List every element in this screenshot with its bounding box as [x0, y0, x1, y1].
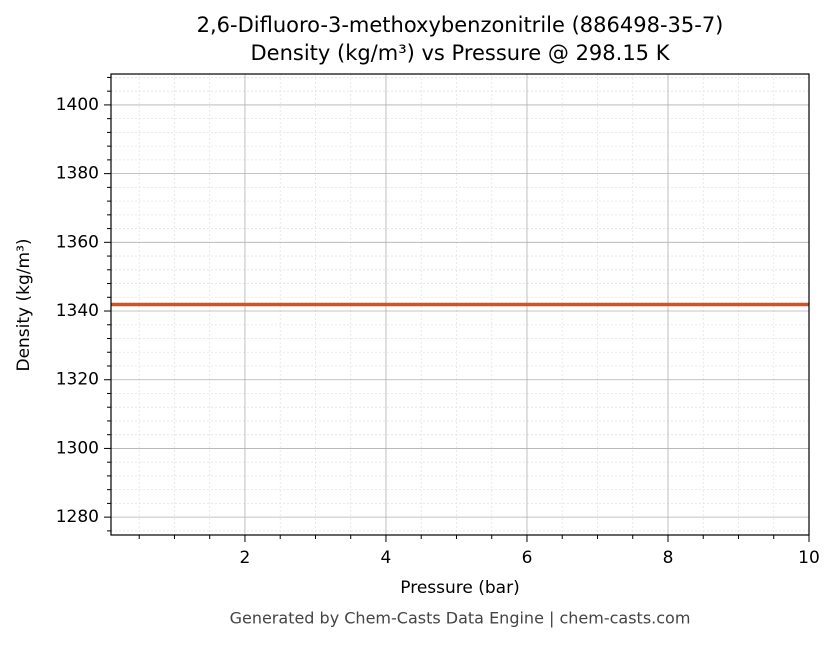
- y-tick-label: 1300: [56, 438, 99, 458]
- y-tick-label: 1380: [56, 164, 99, 184]
- x-tick-label: 6: [522, 548, 533, 568]
- x-tick-label: 2: [240, 548, 251, 568]
- y-tick-label: 1320: [56, 370, 99, 390]
- plot-frame: [110, 73, 810, 536]
- x-tick-label: 4: [381, 548, 392, 568]
- x-axis-label: Pressure (bar): [400, 578, 519, 598]
- y-axis-label: Density (kg/m³): [14, 238, 34, 371]
- x-tick-label: 8: [663, 548, 674, 568]
- y-tick-label: 1340: [56, 301, 99, 321]
- y-tick-label: 1280: [56, 507, 99, 527]
- chart-subtitle: Density (kg/m³) vs Pressure @ 298.15 K: [250, 41, 670, 65]
- y-tick-label: 1360: [56, 232, 99, 252]
- chart-title: 2,6-Difluoro-3-methoxybenzonitrile (8864…: [197, 13, 724, 37]
- y-tick-label: 1400: [56, 95, 99, 115]
- x-tick-label: 10: [798, 548, 820, 568]
- footer: Generated by Chem-Casts Data Engine | ch…: [230, 609, 691, 628]
